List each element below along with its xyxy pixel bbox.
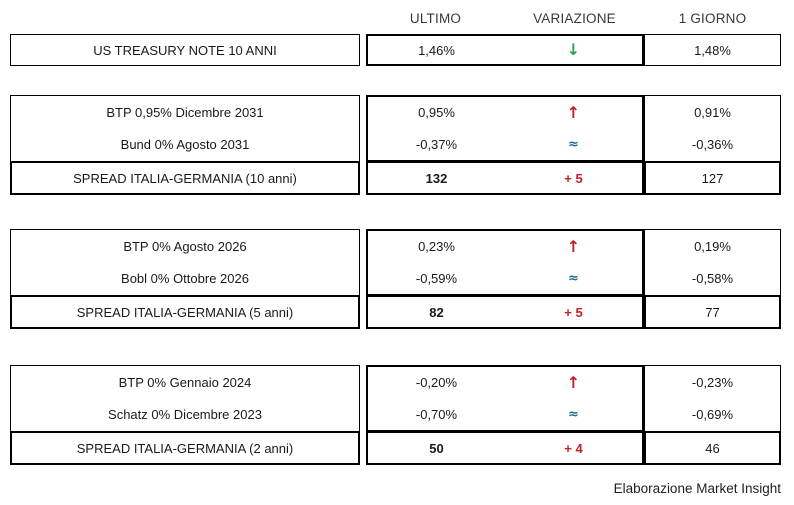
variazione-column: ↑ ≈ <box>505 231 642 294</box>
variazione-column: + 5 <box>505 163 642 193</box>
giorno-box: -0,23% -0,69% <box>644 365 781 432</box>
giorno-box: 77 <box>644 295 781 329</box>
bond-label: Bobl 0% Ottobre 2026 <box>121 271 249 287</box>
ultimo-value: -0,20% <box>415 375 458 391</box>
spread-row: SPREAD ITALIA-GERMANIA (5 anni) 82 + 5 7… <box>10 295 781 329</box>
bond-label: Schatz 0% Dicembre 2023 <box>108 407 262 423</box>
bond-label: BTP 0% Gennaio 2024 <box>118 374 252 390</box>
spread-values-box: 50 + 4 <box>366 431 644 465</box>
spread-label: SPREAD ITALIA-GERMANIA (5 anni) <box>76 304 294 320</box>
bond-rows: BTP 0,95% Dicembre 2031 Bund 0% Agosto 2… <box>10 95 781 162</box>
column-header-ultimo: ULTIMO <box>409 10 462 26</box>
variazione-column: ↑ ≈ <box>505 97 642 160</box>
giorno-box: 0,91% -0,36% <box>644 95 781 162</box>
ultimo-value: -0,37% <box>415 136 458 152</box>
spread-variazione-value: + 5 <box>564 170 583 186</box>
ultimo-variazione-box: 0,95% -0,37% ↑ ≈ <box>366 95 644 162</box>
spread-label: SPREAD ITALIA-GERMANIA (10 anni) <box>73 170 297 186</box>
ultimo-value: -0,70% <box>415 406 458 422</box>
spread-giorno-value: 127 <box>701 170 724 186</box>
giorno-value: -0,58% <box>691 271 734 287</box>
variazione-column: ↓ <box>505 36 642 64</box>
column-header-1-giorno: 1 GIORNO <box>678 10 747 26</box>
source-note: Elaborazione Market Insight <box>613 481 781 496</box>
bond-row: US TREASURY NOTE 10 ANNI 1,46% ↓ 1,48% <box>10 34 781 66</box>
ultimo-column: 132 <box>368 163 505 193</box>
spread-label: SPREAD ITALIA-GERMANIA (2 anni) <box>76 440 294 456</box>
giorno-box: 127 <box>644 161 781 195</box>
giorno-value: 1,48% <box>694 42 731 58</box>
giorno-value: 0,19% <box>694 238 731 254</box>
us-treasury-block: US TREASURY NOTE 10 ANNI 1,46% ↓ 1,48% <box>0 34 794 66</box>
variazione-column: + 4 <box>505 433 642 463</box>
ultimo-variazione-box: -0,20% -0,70% ↑ ≈ <box>366 365 644 432</box>
spread-values-box: 82 + 5 <box>366 295 644 329</box>
bond-label-box: BTP 0% Agosto 2026 Bobl 0% Ottobre 2026 <box>10 229 360 296</box>
up-arrow-icon: ↑ <box>566 236 581 256</box>
spread-giorno-value: 46 <box>705 440 720 456</box>
bond-rows: BTP 0% Agosto 2026 Bobl 0% Ottobre 2026 … <box>10 229 781 296</box>
ultimo-value: 0,23% <box>418 239 455 255</box>
giorno-value: 0,91% <box>694 104 731 120</box>
down-arrow-icon: ↓ <box>566 40 581 59</box>
spread-ultimo-value: 132 <box>425 170 448 186</box>
bond-label-box: BTP 0,95% Dicembre 2031 Bund 0% Agosto 2… <box>10 95 360 162</box>
ultimo-column: 0,23% -0,59% <box>368 231 505 294</box>
spread-label-box: SPREAD ITALIA-GERMANIA (5 anni) <box>10 295 360 329</box>
ultimo-value: 0,95% <box>418 105 455 121</box>
spread-label-box: SPREAD ITALIA-GERMANIA (10 anni) <box>10 161 360 195</box>
spread-ultimo-value: 82 <box>429 304 444 320</box>
approx-equal-icon: ≈ <box>568 270 579 286</box>
up-arrow-icon: ↑ <box>566 372 581 392</box>
column-header-variazione: VARIAZIONE <box>533 10 616 26</box>
bond-label: BTP 0,95% Dicembre 2031 <box>106 104 264 120</box>
giorno-box: 0,19% -0,58% <box>644 229 781 296</box>
spread-values-box: 132 + 5 <box>366 161 644 195</box>
spread-label-box: SPREAD ITALIA-GERMANIA (2 anni) <box>10 431 360 465</box>
ultimo-column: 82 <box>368 297 505 327</box>
spread-row: SPREAD ITALIA-GERMANIA (2 anni) 50 + 4 4… <box>10 431 781 465</box>
ultimo-column: -0,20% -0,70% <box>368 367 505 430</box>
giorno-value: -0,36% <box>691 137 734 153</box>
variazione-column: + 5 <box>505 297 642 327</box>
ultimo-column: 50 <box>368 433 505 463</box>
column-headers: ULTIMO VARIAZIONE 1 GIORNO <box>366 8 781 28</box>
ultimo-variazione-box: 0,23% -0,59% ↑ ≈ <box>366 229 644 296</box>
ultimo-column: 1,46% <box>368 36 505 64</box>
spread-giorno-value: 77 <box>705 304 720 320</box>
bond-label: BTP 0% Agosto 2026 <box>123 238 247 254</box>
five-year-block: BTP 0% Agosto 2026 Bobl 0% Ottobre 2026 … <box>0 229 794 329</box>
bond-label: Bund 0% Agosto 2031 <box>120 137 250 153</box>
ultimo-value: -0,59% <box>415 270 458 286</box>
approx-equal-icon: ≈ <box>568 406 579 422</box>
giorno-box: 1,48% <box>644 34 781 66</box>
spread-row: SPREAD ITALIA-GERMANIA (10 anni) 132 + 5… <box>10 161 781 195</box>
ultimo-column: 0,95% -0,37% <box>368 97 505 160</box>
bond-label: US TREASURY NOTE 10 ANNI <box>93 42 277 58</box>
two-year-block: BTP 0% Gennaio 2024 Schatz 0% Dicembre 2… <box>0 365 794 465</box>
bond-label-box: US TREASURY NOTE 10 ANNI <box>10 34 360 66</box>
giorno-value: -0,23% <box>691 374 734 390</box>
bond-rows: BTP 0% Gennaio 2024 Schatz 0% Dicembre 2… <box>10 365 781 432</box>
approx-equal-icon: ≈ <box>568 136 579 152</box>
spread-variazione-value: + 4 <box>564 440 583 456</box>
spread-variazione-value: + 5 <box>564 304 583 320</box>
ultimo-value: 1,46% <box>418 42 455 58</box>
ultimo-variazione-box: 1,46% ↓ <box>366 34 644 66</box>
ten-year-block: BTP 0,95% Dicembre 2031 Bund 0% Agosto 2… <box>0 95 794 195</box>
giorno-box: 46 <box>644 431 781 465</box>
variazione-column: ↑ ≈ <box>505 367 642 430</box>
up-arrow-icon: ↑ <box>566 102 581 122</box>
giorno-value: -0,69% <box>691 407 734 423</box>
bond-label-box: BTP 0% Gennaio 2024 Schatz 0% Dicembre 2… <box>10 365 360 432</box>
spread-ultimo-value: 50 <box>429 440 444 456</box>
